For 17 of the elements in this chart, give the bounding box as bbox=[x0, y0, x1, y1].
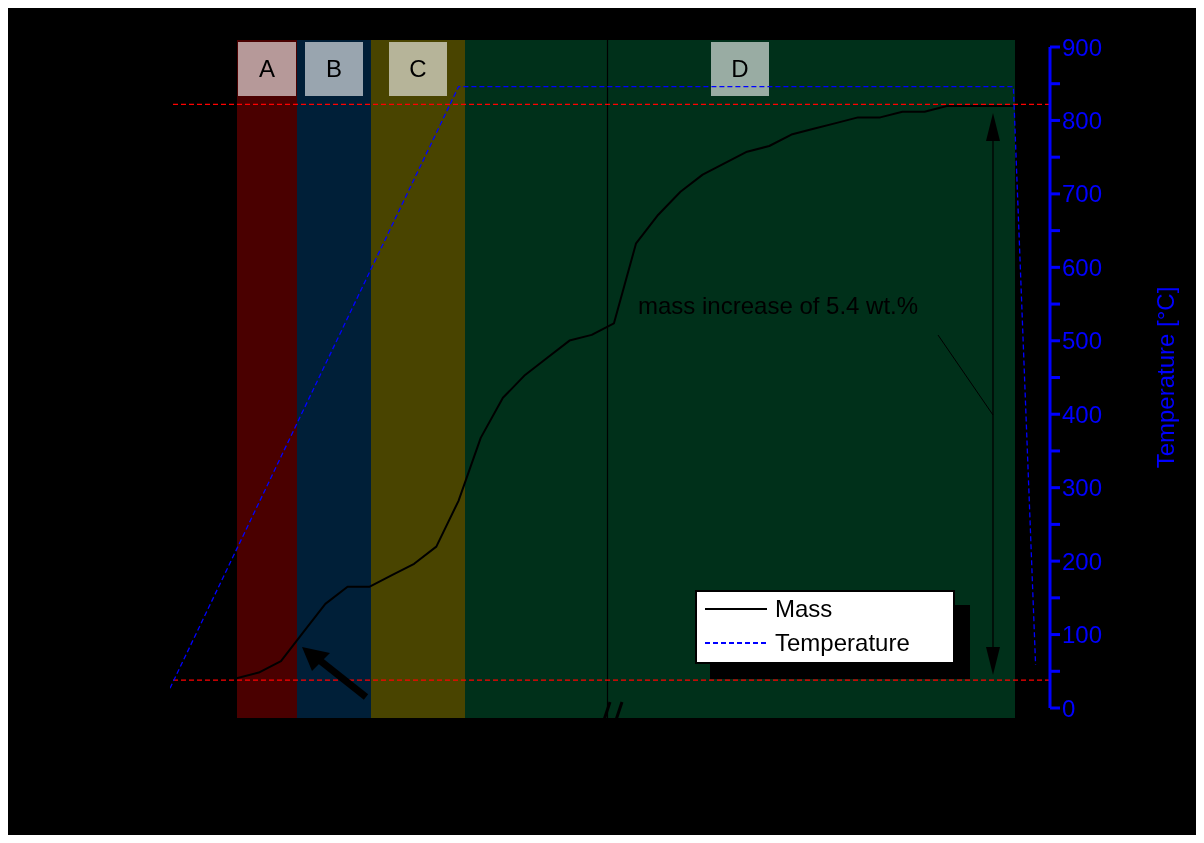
y-tick-label: 400 bbox=[1062, 400, 1103, 428]
legend-label: Temperature bbox=[775, 629, 910, 657]
y-axis-title: Temperature [°C] bbox=[1151, 286, 1179, 469]
y-tick-label: 900 bbox=[1062, 33, 1103, 61]
annotation: C bbox=[409, 55, 427, 83]
annotation: D bbox=[731, 55, 749, 83]
y-tick-label: 200 bbox=[1062, 547, 1103, 575]
y-tick-label: 800 bbox=[1062, 106, 1103, 134]
y-tick-label: 100 bbox=[1062, 621, 1103, 649]
y-tick-label: 300 bbox=[1062, 474, 1103, 502]
y-tick-label: 500 bbox=[1062, 327, 1103, 355]
annotation: B bbox=[325, 55, 342, 83]
y-tick-label: 700 bbox=[1062, 180, 1103, 208]
y-tick-label: 600 bbox=[1062, 253, 1103, 281]
legend-label: Mass bbox=[775, 595, 833, 623]
annotation: A bbox=[258, 55, 275, 83]
y-tick-label: 0 bbox=[1062, 694, 1076, 722]
